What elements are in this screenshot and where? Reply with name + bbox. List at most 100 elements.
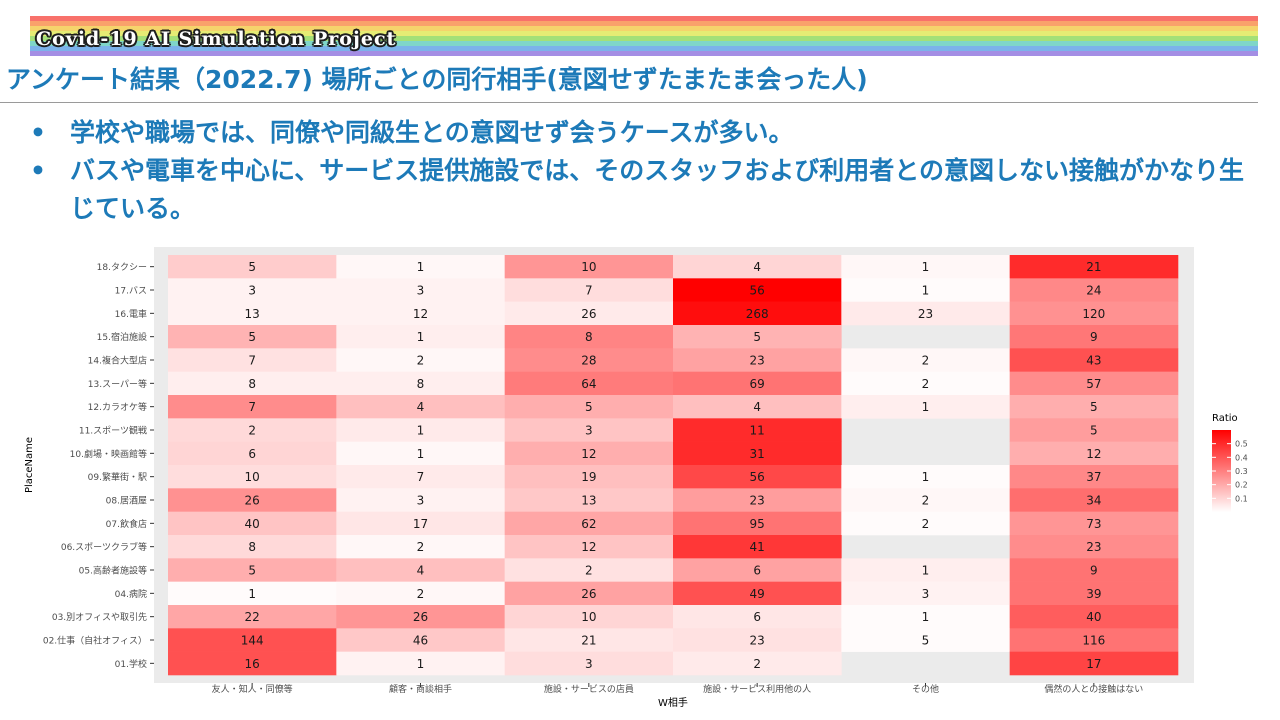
cell-value-label: 10 (245, 470, 260, 484)
heatmap-cell (841, 348, 1010, 372)
heatmap-cell (168, 581, 337, 606)
heatmap-cell (168, 511, 337, 536)
heatmap-cell (336, 651, 505, 676)
heatmap-cell (841, 488, 1010, 512)
rainbow-stripe (30, 51, 1258, 56)
cell-value-label: 34 (1086, 494, 1101, 508)
cell-value-label: 41 (750, 540, 765, 554)
x-tick-label: 施設・サービス利用他の人 (703, 683, 811, 695)
cell-value-label: 17 (1086, 657, 1101, 671)
x-tick-label: その他 (912, 683, 939, 695)
heatmap-cell (841, 605, 1010, 629)
cell-value-label: 57 (1086, 377, 1101, 391)
heatmap-cell (1009, 511, 1179, 536)
heatmap-cell (841, 395, 1010, 419)
cell-value-label: 5 (1090, 424, 1098, 438)
cell-value-label: 64 (581, 377, 596, 391)
cell-value-label: 23 (750, 494, 765, 508)
cell-value-label: 3 (248, 284, 256, 298)
cell-value-label: 10 (581, 610, 596, 624)
rainbow-stripe (30, 31, 1258, 37)
rainbow-banner (30, 16, 1258, 56)
rainbow-stripe (30, 46, 1258, 52)
heatmap-cell (504, 558, 674, 582)
heatmap-cell (504, 465, 674, 489)
cell-value-label: 69 (750, 377, 765, 391)
heatmap-cell (1009, 605, 1179, 629)
cell-value-label: 10 (581, 260, 596, 274)
heatmap-cell (504, 325, 674, 349)
heatmap-cell (168, 605, 337, 629)
cell-value-label: 1 (248, 587, 256, 601)
heatmap-cell (1009, 558, 1179, 582)
heatmap-cell (336, 441, 505, 466)
bullet-item: • 学校や職場では、同僚や同級生との意図せず会うケースが多い。 (30, 114, 1250, 152)
heatmap-cell (168, 628, 337, 652)
y-tick-label: 01.学校 (115, 658, 147, 670)
heatmap-cell (1009, 535, 1179, 559)
heatmap-cell (841, 371, 1010, 396)
cell-value-label: 3 (585, 657, 593, 671)
cell-value-label: 7 (248, 354, 256, 368)
heatmap-cell (336, 558, 505, 582)
cell-value-label: 5 (585, 400, 593, 414)
cell-value-label: 11 (750, 424, 765, 438)
heatmap-cell (673, 465, 842, 489)
cell-value-label: 8 (417, 377, 425, 391)
cell-value-label: 2 (417, 540, 425, 554)
y-tick-label: 13.スーパー等 (88, 378, 147, 390)
cell-value-label: 2 (753, 657, 761, 671)
heatmap-cell (1009, 651, 1179, 676)
heatmap-cell (336, 581, 505, 606)
cell-value-label: 9 (1090, 330, 1098, 344)
cell-value-label: 56 (750, 470, 765, 484)
x-tick-label: 偶然の人との接触はない (1044, 683, 1143, 695)
cell-value-label: 5 (922, 634, 930, 648)
cell-value-label: 26 (581, 307, 596, 321)
heatmap-cell (336, 628, 505, 652)
heatmap-cell (673, 418, 842, 442)
rainbow-stripe (30, 41, 1258, 47)
heatmap-cell (336, 511, 505, 536)
heatmap-cell (168, 301, 337, 326)
y-tick-label: 14.複合大型店 (88, 355, 147, 367)
heatmap-cell (168, 488, 337, 512)
y-tick-label: 15.宿泊施設 (97, 331, 147, 343)
bullet-marker: • (30, 156, 46, 185)
heatmap-cell (673, 535, 842, 559)
heatmap-cell (504, 278, 674, 302)
cell-value-label: 8 (248, 377, 256, 391)
cell-value-label: 2 (922, 494, 930, 508)
cell-value-label: 56 (750, 284, 765, 298)
cell-value-label: 23 (750, 354, 765, 368)
bullet-text: 学校や職場では、同僚や同級生との意図せず会うケースが多い。 (70, 118, 794, 147)
cell-value-label: 62 (581, 517, 596, 531)
heatmap-cell (504, 581, 674, 606)
heatmap-cell (673, 278, 842, 302)
cell-value-label: 95 (750, 517, 765, 531)
cell-value-label: 2 (922, 354, 930, 368)
legend-tick-label: 0.3 (1235, 467, 1248, 476)
heatmap-cell (673, 441, 842, 466)
cell-value-label: 28 (581, 354, 596, 368)
cell-value-label: 13 (245, 307, 260, 321)
cell-value-label: 23 (750, 634, 765, 648)
y-tick-label: 11.スポーツ観戦 (79, 425, 147, 437)
cell-value-label: 9 (1090, 564, 1098, 578)
y-tick-label: 16.電車 (115, 308, 147, 320)
cell-value-label: 12 (581, 540, 596, 554)
heatmap-cell (504, 441, 674, 466)
cell-value-label: 5 (248, 260, 256, 274)
heatmap-cell (168, 395, 337, 419)
cell-value-label: 17 (413, 517, 428, 531)
cell-value-label: 4 (753, 260, 761, 274)
cell-value-label: 1 (922, 400, 930, 414)
heatmap-cell (504, 301, 674, 326)
x-tick-label: 顧客・商談相手 (389, 683, 452, 695)
rainbow-stripe (30, 36, 1258, 42)
heatmap-cell (841, 628, 1010, 652)
heatmap-cell (168, 348, 337, 372)
cell-value-label: 1 (922, 260, 930, 274)
cell-value-label: 5 (248, 564, 256, 578)
